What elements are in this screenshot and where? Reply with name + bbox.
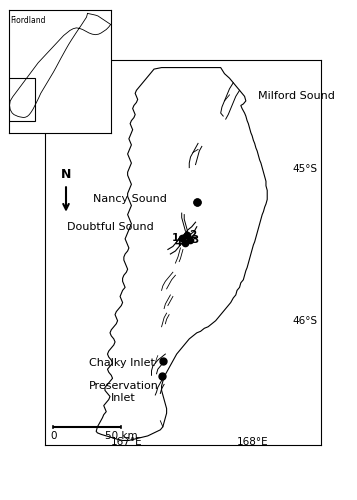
Text: Milford Sound: Milford Sound bbox=[258, 92, 335, 102]
Text: 45°S: 45°S bbox=[292, 164, 317, 174]
Text: Fiordland: Fiordland bbox=[10, 16, 46, 26]
Bar bbox=[7, 78, 35, 121]
Text: 50 km: 50 km bbox=[105, 430, 138, 440]
Text: Preservation
Inlet: Preservation Inlet bbox=[89, 381, 159, 402]
Text: 0: 0 bbox=[50, 430, 57, 440]
Text: 3: 3 bbox=[192, 234, 199, 244]
Text: Nancy Sound: Nancy Sound bbox=[93, 194, 167, 204]
Text: 1: 1 bbox=[172, 233, 179, 243]
Text: Chalky Inlet: Chalky Inlet bbox=[89, 358, 155, 368]
Text: 2: 2 bbox=[189, 230, 196, 240]
Text: Doubtful Sound: Doubtful Sound bbox=[67, 222, 154, 232]
Polygon shape bbox=[96, 68, 267, 440]
Text: 4: 4 bbox=[174, 238, 182, 248]
Text: N: N bbox=[61, 168, 71, 181]
Text: 168°E: 168°E bbox=[236, 438, 268, 448]
Text: 46°S: 46°S bbox=[292, 316, 317, 326]
Text: 167°E: 167°E bbox=[111, 438, 142, 448]
